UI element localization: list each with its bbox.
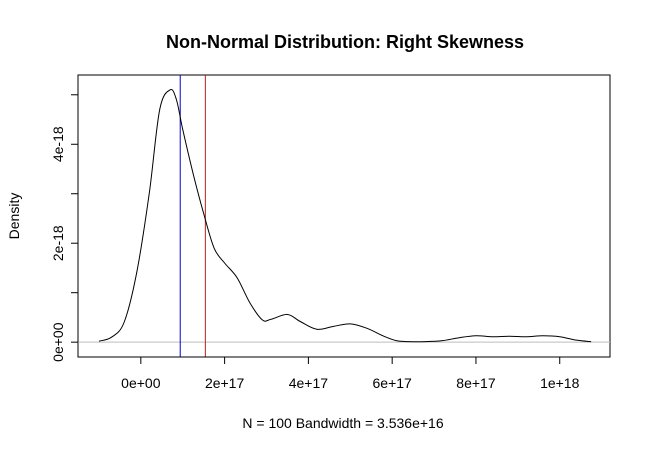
plot-frame [77,74,611,358]
x-tick-label: 8e+17 [456,375,496,391]
x-tick-label: 0e+00 [121,375,161,391]
x-tick-label: 6e+17 [373,375,413,391]
y-axis-label: Density [6,193,22,240]
x-tick-label: 1e+18 [540,375,580,391]
density-curve [98,89,592,343]
vline-layer [179,75,206,357]
x-axis: 0e+00 2e+17 4e+17 6e+17 8e+17 1e+18 [121,356,580,391]
y-tick-label: 4e-18 [50,126,66,162]
y-tick-label: 0e+00 [50,322,66,362]
x-tick-label: 4e+17 [289,375,329,391]
x-tick-label: 2e+17 [205,375,245,391]
y-axis: 0e+00 2e-18 4e-18 [50,94,79,362]
chart-title: Non-Normal Distribution: Right Skewness [166,32,524,52]
y-tick-label: 2e-18 [50,225,66,261]
x-axis-label: N = 100 Bandwidth = 3.536e+16 [242,415,443,431]
series-layer [98,89,592,343]
